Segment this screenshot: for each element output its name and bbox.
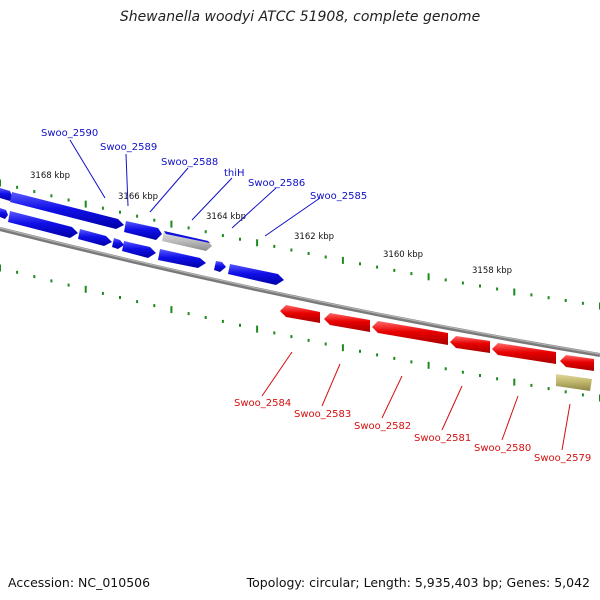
gene-label-swoo-2586[interactable]: Swoo_2586 (248, 178, 305, 189)
topology-text: Topology: circular; Length: 5,935,403 bp… (246, 575, 590, 590)
scale-label-3158: 3158 kbp (472, 266, 512, 276)
gene-arrow[interactable] (560, 355, 594, 371)
scale-label-3160: 3160 kbp (383, 250, 423, 260)
forward-leader-lines (69, 139, 321, 237)
gene-arrow[interactable] (124, 221, 162, 240)
gene-label-swoo-2588[interactable]: Swoo_2588 (161, 157, 218, 168)
gene-arrow[interactable] (280, 305, 320, 323)
gene-label-swoo-2585[interactable]: Swoo_2585 (310, 191, 367, 202)
gene-arrow[interactable] (214, 261, 226, 272)
gene-label-swoo-2580[interactable]: Swoo_2580 (474, 443, 531, 454)
gene-arrow[interactable] (0, 208, 8, 219)
gene-arrow[interactable] (158, 249, 206, 268)
scale-label-3164: 3164 kbp (206, 212, 246, 222)
gene-arrow[interactable] (450, 336, 490, 353)
gene-label-swoo-2582[interactable]: Swoo_2582 (354, 421, 411, 432)
reverse-leader-lines (261, 351, 571, 451)
forward-strand-inner (0, 208, 284, 285)
gene-label-swoo-2584[interactable]: Swoo_2584 (234, 398, 291, 409)
gene-arrow[interactable] (228, 264, 284, 285)
gene-arrow[interactable] (492, 343, 556, 364)
scale-label-3166: 3166 kbp (118, 192, 158, 202)
gene-arrow[interactable] (10, 192, 124, 229)
gene-label-thih[interactable]: thiH (224, 168, 245, 179)
gene-label-swoo-2589[interactable]: Swoo_2589 (100, 142, 157, 153)
scale-label-3162: 3162 kbp (294, 232, 334, 242)
outer-tick-row (0, 179, 600, 310)
gene-label-swoo-2583[interactable]: Swoo_2583 (294, 409, 351, 420)
accession-text: Accession: NC_010506 (8, 575, 151, 590)
genome-title: Shewanella woodyi ATCC 51908, complete g… (119, 9, 481, 25)
scale-label-3168: 3168 kbp (30, 171, 70, 181)
gene-arrow[interactable] (372, 321, 448, 345)
gene-arrow[interactable] (324, 313, 370, 332)
reverse-strand (280, 305, 594, 391)
gene-arrow[interactable] (122, 241, 156, 258)
gene-label-swoo-2590[interactable]: Swoo_2590 (41, 128, 98, 139)
inner-tick-row (0, 264, 600, 402)
gene-label-swoo-2581[interactable]: Swoo_2581 (414, 433, 471, 444)
gene-arrow-pseudo[interactable] (162, 231, 212, 251)
gene-arrow-other[interactable] (556, 374, 592, 391)
genome-backbone (0, 227, 600, 357)
gene-arrow[interactable] (0, 188, 12, 201)
gene-arrow[interactable] (112, 238, 124, 249)
gene-arrow[interactable] (8, 211, 78, 238)
gene-arrow[interactable] (78, 229, 112, 246)
forward-strand-outer (0, 188, 212, 251)
gene-label-swoo-2579[interactable]: Swoo_2579 (534, 453, 591, 464)
